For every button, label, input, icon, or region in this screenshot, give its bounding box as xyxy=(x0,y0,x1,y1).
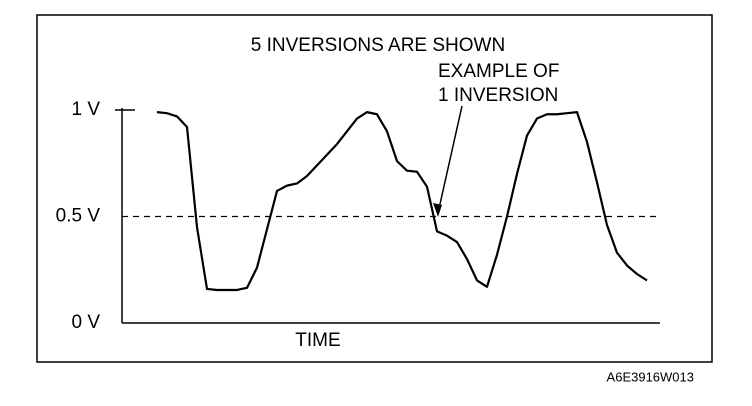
y-tick-label: 1 V xyxy=(71,99,100,120)
chart-title: 5 INVERSIONS ARE SHOWN xyxy=(251,35,505,56)
frame xyxy=(36,14,713,363)
figure-code: A6E3916W013 xyxy=(607,369,694,384)
annotation: EXAMPLE OF xyxy=(438,61,559,82)
annotation: 1 INVERSION xyxy=(438,85,558,106)
arrow-head xyxy=(433,203,442,217)
y-tick-label: 0 V xyxy=(71,312,100,333)
signal-line xyxy=(156,111,648,292)
x-axis-label: TIME xyxy=(295,330,340,351)
annotation-arrow xyxy=(437,105,463,214)
y-tick-label: 0.5 V xyxy=(56,206,101,227)
